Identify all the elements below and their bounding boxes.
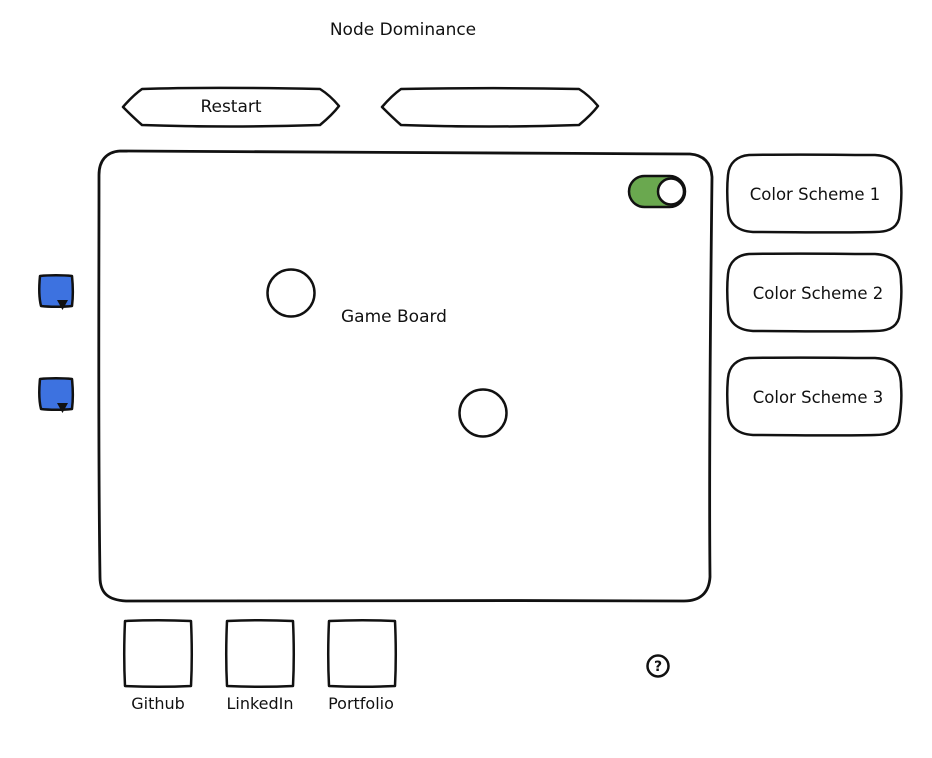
- github-link[interactable]: [121, 618, 195, 690]
- side-control-1[interactable]: [37, 272, 77, 314]
- color-scheme-2-button[interactable]: Color Scheme 2: [725, 252, 905, 334]
- game-board-outline: [97, 149, 714, 603]
- github-link-label[interactable]: Github: [131, 694, 185, 713]
- side-control-2[interactable]: [37, 375, 77, 417]
- linkedin-icon: [225, 619, 295, 688]
- game-board-label: Game Board: [341, 307, 447, 327]
- svg-text:?: ?: [654, 659, 662, 675]
- page-title: Node Dominance: [329, 20, 477, 40]
- game-node[interactable]: [457, 387, 511, 441]
- linkedin-link[interactable]: [223, 618, 297, 690]
- color-scheme-1-outline: [726, 153, 903, 234]
- blank-button-outline: [380, 87, 600, 128]
- linkedin-link-label[interactable]: LinkedIn: [226, 694, 294, 713]
- portfolio-icon: [327, 619, 397, 688]
- help-icon: ?: [646, 654, 670, 678]
- color-scheme-3-outline: [726, 356, 903, 437]
- blank-button[interactable]: [379, 86, 601, 128]
- github-icon: [123, 619, 193, 688]
- chevron-down-icon: [57, 403, 68, 413]
- board-toggle[interactable]: [627, 173, 689, 210]
- restart-button-outline: [121, 86, 341, 128]
- chevron-down-icon: [57, 300, 68, 310]
- toggle-knob: [656, 177, 686, 206]
- color-scheme-3-button[interactable]: Color Scheme 3: [725, 356, 905, 438]
- color-scheme-1-button[interactable]: Color Scheme 1: [725, 153, 905, 235]
- restart-button[interactable]: Restart: [120, 86, 342, 128]
- game-node[interactable]: [264, 267, 318, 321]
- portfolio-link[interactable]: [325, 618, 399, 690]
- game-board[interactable]: [96, 149, 716, 605]
- color-scheme-2-outline: [726, 252, 903, 333]
- portfolio-link-label[interactable]: Portfolio: [328, 694, 394, 713]
- help-button[interactable]: ?: [645, 653, 671, 679]
